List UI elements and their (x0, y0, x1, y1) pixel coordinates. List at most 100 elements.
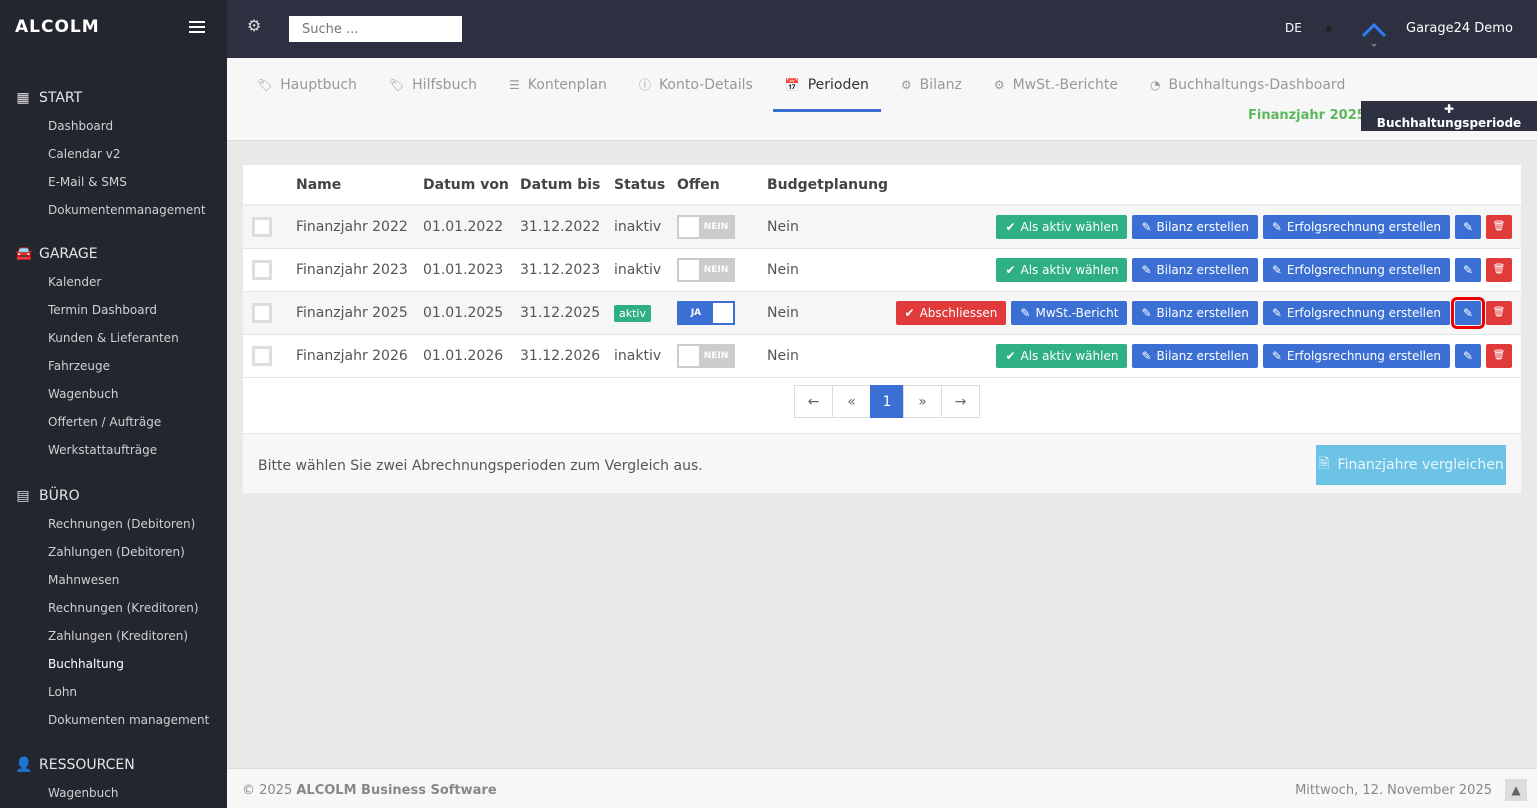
tab-3[interactable]: ⓘ Konto-Details (638, 76, 753, 93)
search-input[interactable] (289, 16, 462, 42)
check-icon: ✔ (1005, 348, 1016, 363)
trash-icon: 🗑 (1492, 221, 1506, 233)
company-name: ALCOLM Business Software (296, 783, 497, 798)
edit-button[interactable]: ✎ (1455, 343, 1481, 368)
edit-button[interactable]: ✎ (1455, 214, 1481, 239)
settings-icon[interactable]: ⚙ (247, 16, 262, 35)
set-active-button[interactable]: ✔ Als aktiv wählen (996, 214, 1128, 239)
pencil-icon: ✎ (1271, 348, 1282, 363)
create-balance-button[interactable]: ✎ Bilanz erstellen (1132, 343, 1258, 368)
create-income-statement-button[interactable]: ✎ Erfolgsrechnung erstellen (1262, 257, 1450, 282)
current-fiscal-year: Finanzjahr 2025 (1248, 108, 1366, 123)
language-selector[interactable]: DE (1285, 21, 1302, 35)
calendar-icon: 📅 (784, 77, 800, 92)
set-active-button[interactable]: ✔ Als aktiv wählen (996, 343, 1128, 368)
scroll-top-icon[interactable]: ▲ (1505, 779, 1527, 801)
open-toggle[interactable]: NEIN (677, 257, 735, 282)
edit-button[interactable]: ✎ (1455, 257, 1481, 282)
company-logo-icon[interactable] (1360, 20, 1388, 48)
open-toggle[interactable]: JA (677, 300, 735, 325)
sidebar-item[interactable]: Dokumenten management (48, 713, 210, 727)
tab-0[interactable]: 🏷 Hauptbuch (257, 76, 357, 93)
sidebar-item[interactable]: Lohn (48, 685, 78, 699)
page-1-button[interactable]: 1 (870, 385, 904, 418)
row-checkbox[interactable] (252, 259, 272, 280)
user-icon: 👤 (15, 757, 33, 773)
pencil-icon: ✎ (1462, 305, 1474, 320)
row-checkbox[interactable] (252, 345, 272, 366)
sidebar-item[interactable]: Fahrzeuge (48, 359, 110, 373)
sidebar-item[interactable]: Buchhaltung (48, 657, 124, 671)
sidebar-item[interactable]: E-Mail & SMS (48, 175, 127, 189)
tab-2[interactable]: ☰ Kontenplan (509, 76, 607, 93)
last-page-button[interactable]: » (903, 385, 942, 418)
tab-4[interactable]: 📅 Perioden (772, 58, 881, 112)
status-text: inaktiv (614, 261, 662, 278)
open-toggle[interactable]: NEIN (677, 214, 735, 239)
date-to: 31.12.2026 (520, 334, 614, 378)
pencil-icon: ✎ (1020, 305, 1031, 320)
col-offen: Offen (677, 165, 767, 206)
sidebar-item[interactable]: Zahlungen (Kreditoren) (48, 629, 189, 643)
create-income-statement-button[interactable]: ✎ Erfolgsrechnung erstellen (1262, 300, 1450, 325)
add-period-button[interactable]: ✚ Buchhaltungsperiode (1361, 101, 1537, 131)
sidebar-item[interactable]: Zahlungen (Debitoren) (48, 545, 185, 559)
create-balance-button[interactable]: ✎ Bilanz erstellen (1132, 257, 1258, 282)
pencil-icon: ✎ (1141, 305, 1152, 320)
sidebar-item[interactable]: Kunden & Lieferanten (48, 331, 179, 345)
compare-years-button[interactable]: 🗎 Finanzjahre vergleichen (1316, 445, 1506, 485)
grid-icon: ▦ (16, 90, 30, 106)
delete-button[interactable]: 🗑 (1486, 343, 1512, 368)
compare-hint: Bitte wählen Sie zwei Abrechnungsperiode… (258, 458, 703, 474)
sidebar-section-0[interactable]: ▦ START (16, 90, 83, 106)
sidebar-item[interactable]: Offerten / Aufträge (48, 415, 162, 429)
sidebar-item[interactable]: Mahnwesen (48, 573, 120, 587)
tab-1[interactable]: 🏷 Hilfsbuch (388, 76, 478, 93)
delete-button[interactable]: 🗑 (1486, 214, 1512, 239)
plus-icon: ✚ (1443, 102, 1455, 116)
sidebar-section-2[interactable]: ▤ BÜRO (16, 488, 80, 504)
row-checkbox[interactable] (252, 216, 272, 237)
menu-toggle-icon[interactable] (189, 21, 205, 33)
prev-page-button[interactable]: ← (794, 385, 833, 418)
sidebar-item[interactable]: Werkstattaufträge (48, 443, 158, 457)
sidebar-item[interactable]: Wagenbuch (48, 387, 119, 401)
sidebar-item[interactable]: Dashboard (48, 119, 114, 133)
sidebar-section-1[interactable]: 🚘 GARAGE (15, 246, 98, 262)
budget-planning: Nein (767, 205, 889, 249)
delete-button[interactable]: 🗑 (1486, 257, 1512, 282)
create-income-statement-button[interactable]: ✎ Erfolgsrechnung erstellen (1262, 214, 1450, 239)
sidebar-item[interactable]: Calendar v2 (48, 147, 121, 161)
sidebar-item[interactable]: Termin Dashboard (48, 303, 157, 317)
sidebar-item[interactable]: Wagenbuch (48, 786, 119, 800)
pencil-icon: ✎ (1271, 219, 1282, 234)
table-row: Finanzjahr 2022 01.01.2022 31.12.2022 in… (243, 205, 1521, 249)
sidebar-item[interactable]: Kalender (48, 275, 102, 289)
tab-6[interactable]: ⚙ MwSt.-Berichte (993, 76, 1119, 93)
create-income-statement-button[interactable]: ✎ Erfolgsrechnung erstellen (1262, 343, 1450, 368)
set-active-button[interactable]: ✔ Als aktiv wählen (996, 257, 1128, 282)
pencil-icon: ✎ (1271, 305, 1282, 320)
calculator-icon: ▤ (16, 488, 30, 504)
row-checkbox[interactable] (252, 302, 272, 323)
date-from: 01.01.2025 (423, 291, 520, 335)
tab-7[interactable]: ◔ Buchhaltungs-Dashboard (1150, 76, 1346, 93)
sidebar-item[interactable]: Rechnungen (Kreditoren) (48, 601, 199, 615)
sidebar-item[interactable]: Rechnungen (Debitoren) (48, 517, 196, 531)
next-page-button[interactable]: → (941, 385, 980, 418)
open-toggle[interactable]: NEIN (677, 343, 735, 368)
first-page-button[interactable]: « (832, 385, 871, 418)
user-menu[interactable]: Garage24 Demo (1406, 21, 1513, 36)
create-balance-button[interactable]: ✎ Bilanz erstellen (1132, 214, 1258, 239)
close-period-button[interactable]: ✔ Abschliessen (895, 300, 1007, 325)
list-icon: ☰ (509, 77, 520, 92)
delete-button[interactable]: 🗑 (1486, 300, 1512, 325)
periods-table: Name Datum von Datum bis Status Offen Bu… (243, 165, 1521, 378)
sidebar-item[interactable]: Dokumentenmanagement (48, 203, 206, 217)
trash-icon: 🗑 (1492, 307, 1506, 318)
create-balance-button[interactable]: ✎ Bilanz erstellen (1132, 300, 1258, 325)
tab-5[interactable]: ⚙ Bilanz (900, 76, 962, 93)
edit-button[interactable]: ✎ (1451, 296, 1485, 329)
sidebar-section-3[interactable]: 👤 RESSOURCEN (15, 757, 135, 773)
vat-report-button[interactable]: ✎ MwSt.-Bericht (1011, 300, 1128, 325)
